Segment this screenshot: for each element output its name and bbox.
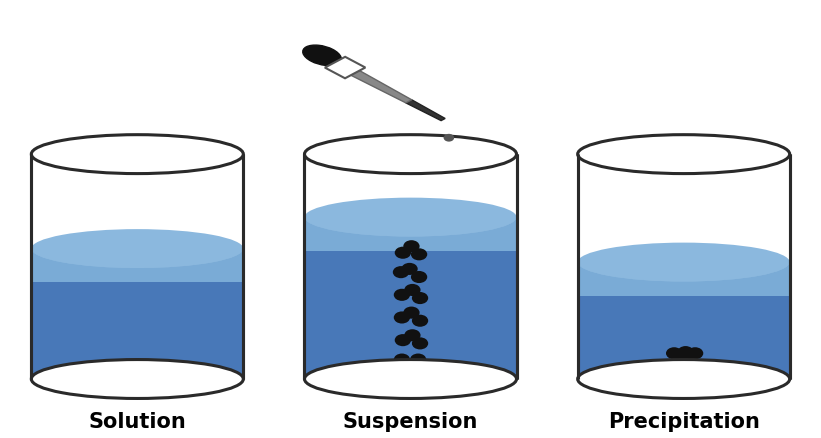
Bar: [31, 154, 243, 249]
Ellipse shape: [403, 307, 420, 319]
Ellipse shape: [395, 247, 411, 259]
Text: Precipitation: Precipitation: [608, 412, 759, 432]
Bar: [31, 249, 243, 283]
Ellipse shape: [394, 311, 410, 324]
Bar: [305, 154, 516, 217]
Ellipse shape: [687, 347, 704, 359]
Ellipse shape: [412, 292, 429, 304]
Ellipse shape: [682, 350, 699, 362]
Ellipse shape: [394, 289, 410, 301]
Ellipse shape: [403, 240, 420, 252]
Ellipse shape: [305, 198, 516, 237]
Ellipse shape: [404, 284, 420, 296]
Ellipse shape: [410, 353, 426, 366]
Ellipse shape: [31, 134, 243, 173]
Bar: [305, 217, 516, 379]
Ellipse shape: [684, 366, 700, 378]
Text: Solution: Solution: [89, 412, 186, 432]
Ellipse shape: [401, 263, 418, 275]
Polygon shape: [341, 65, 412, 103]
Ellipse shape: [411, 271, 427, 283]
Ellipse shape: [677, 346, 694, 358]
Ellipse shape: [679, 369, 695, 381]
Ellipse shape: [31, 229, 243, 268]
Ellipse shape: [686, 359, 702, 371]
Ellipse shape: [394, 353, 410, 366]
Ellipse shape: [578, 360, 790, 399]
Ellipse shape: [395, 334, 411, 346]
Ellipse shape: [31, 229, 243, 268]
Ellipse shape: [305, 134, 516, 173]
Ellipse shape: [665, 359, 681, 371]
Ellipse shape: [666, 347, 682, 359]
Ellipse shape: [672, 351, 688, 363]
Bar: [305, 217, 516, 251]
Ellipse shape: [578, 243, 790, 282]
Ellipse shape: [673, 366, 690, 378]
Ellipse shape: [578, 243, 790, 282]
Ellipse shape: [303, 45, 342, 66]
Bar: [578, 154, 790, 262]
Ellipse shape: [668, 368, 684, 380]
Ellipse shape: [411, 248, 427, 260]
Ellipse shape: [443, 134, 454, 141]
Ellipse shape: [681, 362, 698, 374]
Ellipse shape: [305, 360, 516, 399]
Ellipse shape: [404, 329, 420, 341]
Ellipse shape: [392, 266, 409, 278]
Ellipse shape: [401, 358, 418, 371]
Ellipse shape: [670, 362, 686, 374]
Ellipse shape: [412, 337, 429, 350]
Bar: [578, 262, 790, 379]
Ellipse shape: [676, 358, 692, 370]
Polygon shape: [406, 100, 445, 120]
Ellipse shape: [305, 198, 516, 237]
Ellipse shape: [31, 360, 243, 399]
Polygon shape: [325, 57, 365, 78]
Bar: [578, 262, 790, 296]
Ellipse shape: [578, 134, 790, 173]
Ellipse shape: [412, 314, 429, 327]
Bar: [31, 249, 243, 379]
Text: Suspension: Suspension: [343, 412, 478, 432]
